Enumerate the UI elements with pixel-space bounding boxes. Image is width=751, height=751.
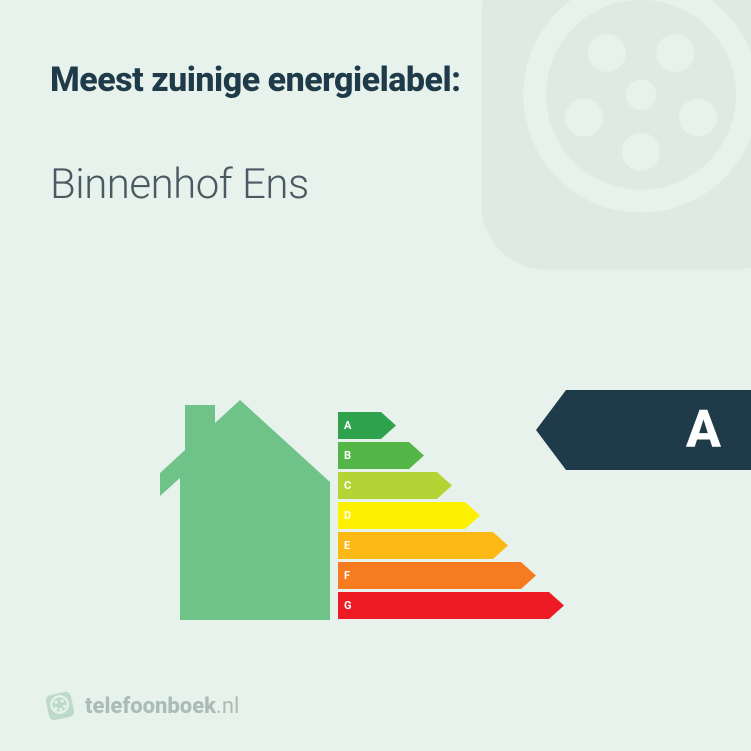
selected-label-badge: A bbox=[536, 390, 751, 470]
location-name: Binnenhof Ens bbox=[50, 160, 701, 209]
energy-bar-label: F bbox=[344, 562, 350, 589]
page-title: Meest zuinige energielabel: bbox=[50, 60, 701, 100]
phonebook-icon bbox=[42, 688, 78, 724]
energy-bar-label: A bbox=[344, 412, 351, 439]
house-icon bbox=[160, 400, 330, 620]
energy-bar-label: B bbox=[344, 442, 351, 469]
footer-brand-bold: telefoonboek bbox=[85, 694, 216, 719]
energy-bar-label: E bbox=[344, 532, 350, 559]
energy-bar-label: G bbox=[344, 592, 352, 619]
content-area: Meest zuinige energielabel: Binnenhof En… bbox=[0, 0, 751, 209]
energy-bar-label: D bbox=[344, 502, 351, 529]
energy-bar-label: C bbox=[344, 472, 351, 499]
footer-brand: telefoonboek.nl bbox=[45, 691, 239, 721]
selected-label-letter: A bbox=[686, 390, 721, 470]
footer-brand-text: telefoonboek.nl bbox=[85, 694, 239, 719]
footer-brand-tld: .nl bbox=[216, 694, 239, 719]
